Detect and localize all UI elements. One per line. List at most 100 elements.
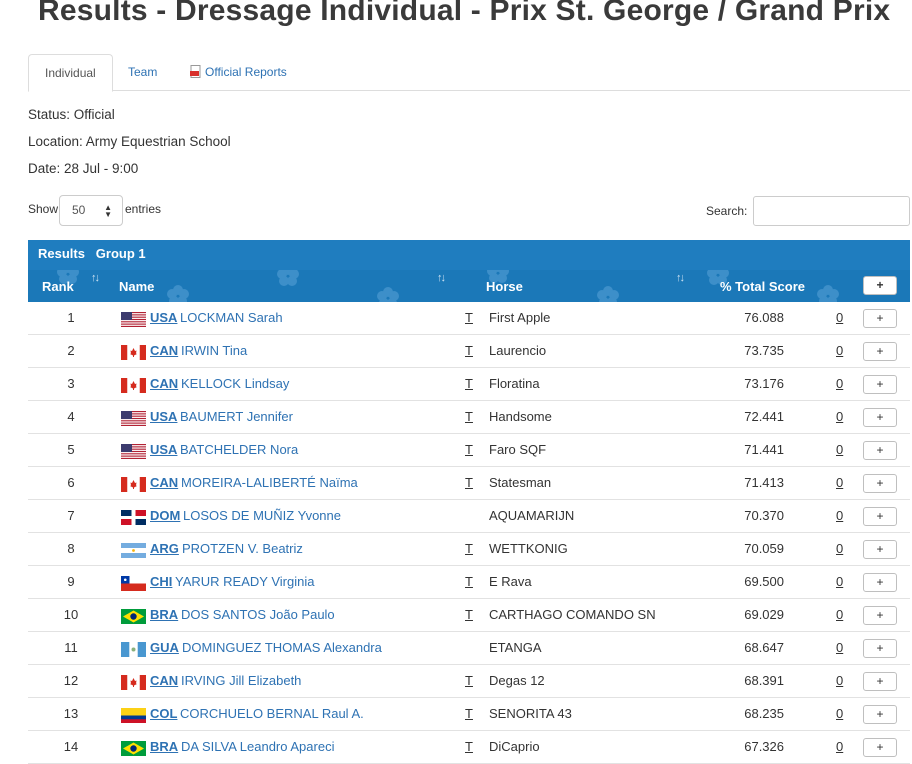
total-score: 67.326 [744,739,784,754]
team-member-mark: T [465,541,473,556]
noc-code[interactable]: USA [150,442,178,457]
total-score: 69.029 [744,607,784,622]
table-row: 3 CAN KELLOCK Lindsay T Floratina 73.176 0 + [28,368,910,401]
expand-row-button[interactable]: + [863,738,897,757]
search-input[interactable] [753,196,910,226]
date-text: Date: 28 Jul - 9:00 [28,161,139,176]
rank-cell: 3 [67,376,75,391]
athlete-name[interactable]: PROTZEN V. Beatriz [182,541,303,556]
entries-label: entries [125,202,162,216]
noc-code[interactable]: DOM [150,508,181,523]
athlete-name[interactable]: LOSOS DE MUÑIZ Yvonne [183,508,341,523]
noc-code[interactable]: COL [150,706,178,721]
team-member-mark: T [465,673,473,688]
expand-row-button[interactable]: + [863,606,897,625]
table-row: 10 BRA DOS SANTOS João Paulo T CARTHAGO COMA… [28,599,910,632]
athlete-name[interactable]: DOMINGUEZ THOMAS Alexandra [182,640,382,655]
tab-team[interactable]: Team [112,54,173,91]
athlete-name[interactable]: BAUMERT Jennifer [180,409,293,424]
penalty-points: 0 [836,706,844,721]
total-score: 71.441 [744,442,784,457]
noc-code[interactable]: CAN [150,475,179,490]
penalty-points: 0 [836,475,844,490]
athlete-name[interactable]: IRWIN Tina [181,343,248,358]
expand-row-button[interactable]: + [863,408,897,427]
rank-cell: 1 [67,310,75,325]
noc-code[interactable]: CHI [150,574,173,589]
expand-row-button[interactable]: + [863,375,897,394]
athlete-name[interactable]: KELLOCK Lindsay [181,376,290,391]
rank-cell: 14 [63,739,79,754]
total-score: 68.647 [744,640,784,655]
athlete-name[interactable]: BATCHELDER Nora [180,442,299,457]
rank-cell: 13 [63,706,79,721]
tab-team-label: Team [128,65,158,79]
total-score: 73.176 [744,376,784,391]
table-row: 14 BRA DA SILVA Leandro Apareci T DiCaprio 67… [28,731,910,764]
athlete-name[interactable]: IRVING Jill Elizabeth [181,673,302,688]
expand-row-button[interactable]: + [863,705,897,724]
expand-row-button[interactable]: + [863,342,897,361]
team-member-mark: T [465,475,473,490]
noc-code[interactable]: USA [150,409,178,424]
athlete-name[interactable]: CORCHUELO BERNAL Raul A. [180,706,364,721]
total-score: 76.088 [744,310,784,325]
expand-row-button[interactable]: + [863,573,897,592]
entries-select[interactable]: 50 ▲ ▼ [59,195,123,226]
noc-code[interactable]: BRA [150,739,179,754]
noc-code[interactable]: CAN [150,376,179,391]
total-score: 72.441 [744,409,784,424]
table-row: 1 USA LOCKMAN Sarah T First Apple 76.088 0 + [28,302,910,335]
rank-cell: 7 [67,508,75,523]
noc-code[interactable]: CAN [150,343,179,358]
expand-row-button[interactable]: + [863,441,897,460]
expand-row-button[interactable]: + [863,507,897,526]
noc-code[interactable]: ARG [150,541,179,556]
sort-horse-icon[interactable]: ↑↓ [676,272,685,284]
athlete-name[interactable]: DA SILVA Leandro Apareci [181,739,335,754]
expand-row-button[interactable]: + [863,540,897,559]
header-horse[interactable]: Horse [486,279,523,294]
total-score: 69.500 [744,574,784,589]
athlete-name[interactable]: MOREIRA-LALIBERTÉ Naïma [181,475,358,490]
penalty-points: 0 [836,640,844,655]
page-title: Results - Dressage Individual - Prix St.… [38,0,891,27]
athlete-name[interactable]: LOCKMAN Sarah [180,310,283,325]
noc-code[interactable]: GUA [150,640,179,655]
expand-all-button[interactable]: + [863,276,897,295]
header-name[interactable]: Name [119,279,155,294]
rank-cell: 11 [64,640,78,655]
horse-name: AQUAMARIJN [489,508,575,523]
team-member-mark: T [465,442,473,457]
horse-name: First Apple [489,310,551,325]
flag-icon [121,510,146,525]
expand-row-button[interactable]: + [863,474,897,493]
athlete-name[interactable]: DOS SANTOS João Paulo [181,607,335,622]
sort-rank-icon[interactable]: ↑↓ [91,272,100,284]
total-score: 70.059 [744,541,784,556]
noc-code[interactable]: CAN [150,673,179,688]
total-score: 71.413 [744,475,784,490]
expand-row-button[interactable]: + [863,309,897,328]
table-row: 2 CAN IRWIN Tina T Laurencio 73.735 0 + [28,335,910,368]
header-rank[interactable]: Rank [42,279,74,294]
tab-individual[interactable]: Individual [28,54,113,92]
horse-name: Handsome [489,409,552,424]
table-row: 4 USA BAUMERT Jennifer T Handsome 72.441 0 + [28,401,910,434]
header-score[interactable]: % Total Score [720,279,806,294]
tab-official-reports[interactable]: Official Reports [174,54,303,91]
noc-code[interactable]: USA [150,310,178,325]
group-title: Results Group 1 [38,246,146,261]
noc-code[interactable]: BRA [150,607,179,622]
horse-name: SENORITA 43 [489,706,572,721]
group-title-bar: Results Group 1 [28,240,910,270]
expand-row-button[interactable]: + [863,672,897,691]
team-member-mark: T [465,574,473,589]
horse-name: DiCaprio [489,739,540,754]
sort-name-icon[interactable]: ↑↓ [437,272,446,284]
flag-icon [121,345,146,360]
athlete-name[interactable]: YARUR READY Virginia [175,574,315,589]
status-text: Status: Official [28,107,115,122]
flag-icon [121,312,146,327]
expand-row-button[interactable]: + [863,639,897,658]
